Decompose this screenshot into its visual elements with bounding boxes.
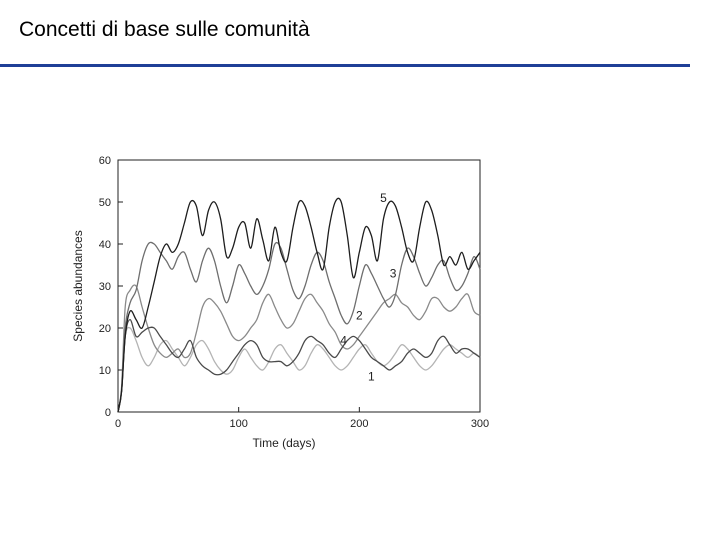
x-tick-label: 300 — [471, 418, 489, 430]
series-line-1 — [117, 326, 481, 413]
title-divider — [0, 64, 690, 67]
series-line-3 — [117, 241, 481, 413]
series-group — [117, 197, 481, 413]
y-axis: 0 10 20 30 40 50 60 — [99, 155, 123, 419]
series-label-5: 5 — [380, 191, 387, 205]
x-tick-label: 200 — [350, 418, 368, 430]
y-tick-label: 30 — [99, 281, 111, 293]
y-tick-label: 0 — [105, 407, 111, 419]
y-tick-label: 10 — [99, 365, 111, 377]
y-tick-label: 50 — [99, 197, 111, 209]
x-axis: 0 100 200 300 — [115, 407, 489, 430]
series-line-4 — [117, 318, 481, 413]
x-tick-label: 100 — [229, 418, 247, 430]
series-label-1: 1 — [368, 369, 375, 383]
slide-title: Concetti di base sulle comunità — [19, 18, 310, 41]
y-tick-label: 40 — [99, 239, 111, 251]
series-label-3: 3 — [390, 266, 397, 280]
series-label-2: 2 — [356, 308, 363, 322]
y-tick-label: 20 — [99, 323, 111, 335]
x-axis-label: Time (days) — [253, 436, 316, 450]
y-axis-label: Species abundances — [71, 230, 85, 341]
series-label-4: 4 — [340, 334, 347, 348]
annotation-group: 5 3 24 1 — [340, 191, 396, 383]
y-tick-label: 60 — [99, 155, 111, 167]
x-tick-label: 0 — [115, 418, 121, 430]
species-abundance-chart: 0 10 20 30 40 50 60 0 100 200 300 5 3 24 1 Time (day… — [71, 155, 489, 450]
series-line-5 — [117, 197, 481, 413]
